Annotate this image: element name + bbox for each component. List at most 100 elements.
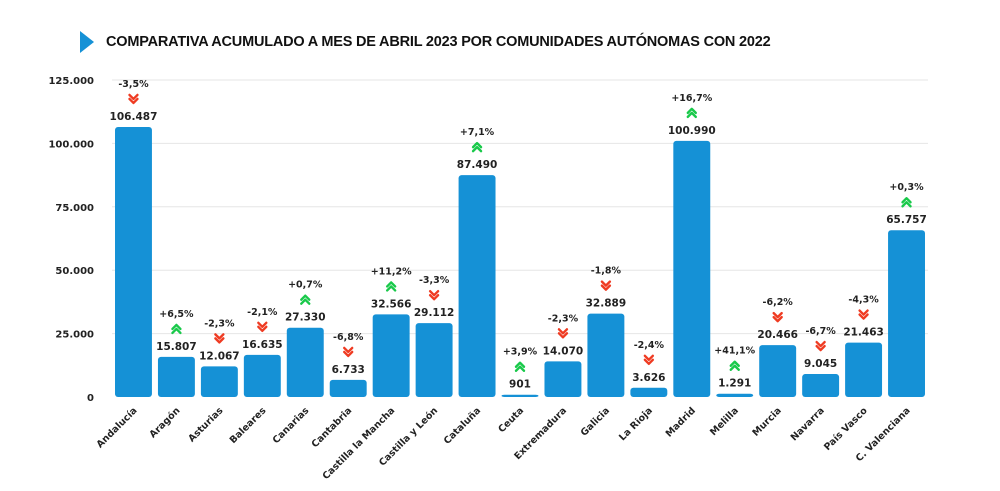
chevron-path [171,323,182,335]
chevron-double-up-icon [729,360,740,371]
chevron-path [343,346,354,358]
value-label: 87.490 [457,159,498,171]
change-label: -3,3% [419,275,450,286]
bar-pa-s-vasco [845,342,883,397]
bar-extremadura [544,361,582,397]
bar-asturias [200,366,238,397]
change-label: -4,3% [848,295,879,306]
category-label: Andalucía [95,405,140,450]
value-label: 3.626 [632,372,665,384]
chevron-double-up-icon [901,197,912,208]
bar-andaluc-a [115,126,152,397]
chevron-double-down-icon [128,93,139,105]
chevron-double-down-icon [643,354,655,366]
value-label: 6.733 [332,364,365,376]
value-label: 16.635 [242,339,283,351]
chevron-path [686,107,697,119]
change-label: -2,4% [634,340,665,351]
chevron-path [772,311,783,323]
value-label: 1.291 [718,378,751,390]
value-label: 9.045 [804,358,837,370]
bar-canarias [286,327,324,397]
chevron-double-up-icon [686,107,697,119]
y-tick-label: 0 [87,393,94,404]
value-label: 14.070 [543,345,584,357]
change-label: -2,3% [204,318,235,329]
chevron-path [385,281,397,292]
bar-navarra [802,374,840,397]
change-label: -3,5% [118,79,149,90]
change-label: +6,5% [159,309,194,320]
change-label: +0,7% [288,280,323,291]
value-label: 29.112 [414,307,455,319]
chevron-double-down-icon [772,311,783,323]
y-tick-label: 100.000 [48,139,94,150]
value-label: 20.466 [757,329,798,341]
bar-ceuta [501,394,539,397]
chevron-path [514,361,526,372]
chevron-path [428,289,440,301]
category-label: Galicia [579,405,612,438]
chevron-double-up-icon [514,361,526,372]
value-label: 32.566 [371,298,412,310]
chevron-path [471,141,483,153]
change-label: +11,2% [371,266,412,277]
change-label: -6,2% [763,297,794,308]
category-label: Cataluña [442,405,483,446]
chart-title: COMPARATIVA ACUMULADO A MES DE ABRIL 202… [106,34,771,50]
category-label: Asturias [186,405,225,444]
bar-melilla [716,393,754,397]
chart-title-row: COMPARATIVA ACUMULADO A MES DE ABRIL 202… [80,30,771,54]
change-label: +0,3% [889,182,924,193]
change-label: -6,8% [333,332,364,343]
value-label: 27.330 [285,312,326,324]
y-tick-label: 25.000 [55,330,94,341]
bar-c-valenciana [888,230,925,397]
gridlines [112,79,928,335]
chevron-double-down-icon [257,321,268,333]
category-label: País Vasco [822,405,870,453]
chevron-double-down-icon [214,333,225,344]
change-label: -6,7% [805,326,836,337]
category-label: Canarias [271,405,312,446]
chevron-double-down-icon [858,309,869,320]
value-label: 15.807 [156,341,197,353]
change-label: +7,1% [460,127,495,138]
category-label: Murcia [750,405,783,438]
value-label: 21.463 [843,327,884,339]
bar-madrid [673,140,711,398]
category-label: Navarra [789,405,827,443]
chevron-path [729,360,740,371]
change-label: +3,9% [503,347,538,358]
category-label: Melilla [708,405,741,438]
value-label: 901 [509,379,531,391]
change-label: +16,7% [671,93,712,104]
value-label: 100.990 [668,125,716,137]
change-label: +41,1% [714,346,755,357]
category-label: Castilla la Mancha [321,405,398,482]
value-label: 106.487 [110,111,158,123]
bar-castilla-la-mancha [372,314,410,397]
change-label: -1,8% [591,266,622,277]
bar-cantabria [329,379,367,397]
chevron-path [557,328,569,339]
bar-castilla-y-le-n [415,323,453,397]
y-axis-ticks: 0 25.000 50.000 75.000 100.000 125.000 [48,76,94,404]
category-label: Madrid [664,405,698,439]
bar-arag-n [157,356,195,397]
chevron-path [214,333,225,344]
bar-baleares [243,354,281,397]
chevron-double-down-icon [557,328,569,339]
chevron-path [901,197,912,208]
chevron-double-up-icon [171,323,182,335]
chevron-path [257,321,268,333]
chevron-double-down-icon [428,289,440,301]
value-label: 12.067 [199,350,240,362]
chevron-path [643,354,655,366]
chevron-path [128,93,139,105]
value-label: 65.757 [886,214,927,226]
play-triangle-icon [80,31,94,53]
x-axis-labels: Andalucía Aragón Asturias Baleares CanariasC… [95,405,913,482]
chevron-double-up-icon [471,141,483,153]
